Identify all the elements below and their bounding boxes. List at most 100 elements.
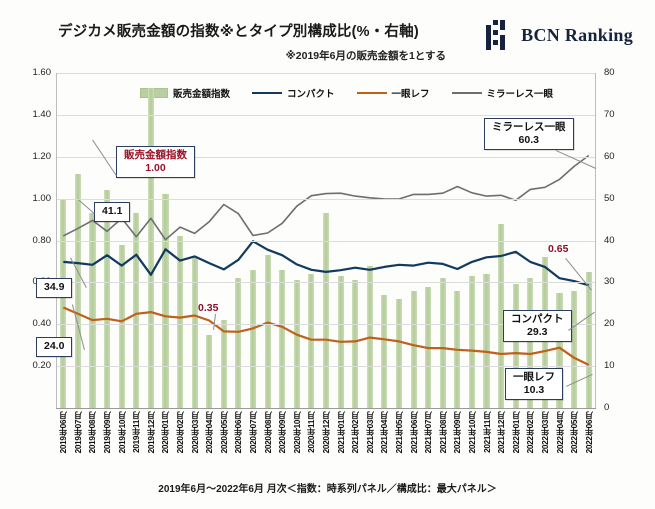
- bar: [147, 87, 154, 408]
- bar: [104, 190, 111, 408]
- plot-area: [56, 73, 596, 409]
- bar: [118, 244, 125, 408]
- annotation-mirrorless-start: 41.1: [94, 202, 131, 222]
- x-tick-label: 2019年08月: [88, 412, 98, 454]
- y-tick-label: 1.20: [32, 150, 52, 162]
- gridline: [56, 366, 596, 368]
- bar: [439, 278, 446, 408]
- bar: [293, 280, 300, 408]
- gridline: [56, 198, 596, 200]
- legend-swatch-line: [356, 92, 387, 94]
- bar: [512, 284, 519, 408]
- legend-item-0[interactable]: 販売金額指数: [140, 86, 230, 100]
- bar: [176, 236, 184, 408]
- annotation-title: 販売金額指数: [124, 149, 187, 161]
- bar: [162, 194, 169, 408]
- x-tick-label: 2022年05月: [570, 412, 580, 454]
- x-tick-label: 2021年01月: [336, 412, 346, 454]
- x-tick-label: 2021年02月: [351, 412, 361, 454]
- y2-tick-label: 80: [604, 67, 615, 78]
- x-tick-label: 2020年07月: [249, 412, 259, 454]
- y2-tick-label: 60: [604, 150, 615, 162]
- line-series: [62, 154, 590, 241]
- x-tick-label: 2021年06月: [409, 412, 419, 454]
- bar: [220, 320, 227, 408]
- y2-tick-label: 70: [604, 108, 615, 120]
- x-tick-label: 2021年10月: [467, 412, 477, 454]
- x-tick-label: 2019年09月: [103, 412, 113, 454]
- gridline: [56, 240, 596, 242]
- gridline: [56, 282, 596, 284]
- x-tick-label: 2021年09月: [453, 412, 463, 454]
- legend-swatch-line: [451, 92, 482, 94]
- y2-tick-label: 20: [604, 318, 615, 330]
- axis-line-left: [56, 73, 57, 408]
- bar: [60, 198, 67, 408]
- x-tick-label: 2022年02月: [526, 412, 536, 454]
- x-tick-label: 2020年06月: [234, 412, 244, 454]
- bar: [279, 269, 286, 408]
- x-tick-label: 2022年01月: [511, 412, 521, 454]
- annotation-value: 29.3: [527, 325, 548, 338]
- x-tick-label: 2020年08月: [263, 412, 273, 454]
- bar: [206, 334, 213, 408]
- x-tick-label: 2021年08月: [438, 412, 448, 454]
- bar: [133, 213, 140, 408]
- y2-tick-label: 0: [604, 402, 610, 413]
- bar: [571, 290, 578, 408]
- annotation-compact-end: コンパクト 29.3: [503, 310, 572, 343]
- annotation-title: 一眼レフ: [513, 371, 555, 383]
- gridline: [56, 156, 596, 158]
- annotation-title: ミラーレス一眼: [492, 121, 566, 133]
- gridline: [56, 73, 596, 74]
- annotation-index-callout: 販売金額指数 1.00: [116, 146, 195, 179]
- page-title: デジカメ販売金額の指数※とタイプ別構成比(%・右軸): [58, 24, 419, 40]
- legend-label: 販売金額指数: [173, 89, 231, 100]
- y-tick-label: 0.80: [32, 234, 52, 246]
- annotation-slr-end: 一眼レフ 10.3: [505, 368, 563, 401]
- x-tick-label: 2020年02月: [176, 412, 186, 454]
- x-tick-label: 2020年01月: [161, 412, 171, 454]
- x-tick-label: 2022年03月: [540, 412, 550, 454]
- annotation-mirrorless-end: ミラーレス一眼 60.3: [484, 118, 574, 151]
- gridline: [56, 114, 596, 116]
- y-tick-label: 1.40: [32, 108, 52, 120]
- x-tick-label: 2021年05月: [394, 412, 404, 454]
- brand-name: BCN Ranking: [521, 24, 633, 45]
- legend-swatch-line: [252, 92, 283, 94]
- bar: [381, 294, 388, 408]
- axis-line-right: [595, 73, 596, 408]
- x-tick-label: 2021年12月: [497, 412, 507, 454]
- bar: [322, 213, 330, 408]
- y-tick-label: 1.60: [32, 67, 52, 78]
- line-series: [63, 240, 590, 287]
- y2-tick-label: 50: [604, 192, 615, 204]
- bar: [191, 257, 198, 408]
- y2-tick-label: 40: [604, 234, 615, 246]
- annotation-value: 1.00: [145, 161, 166, 174]
- annotation-compact-start: 34.9: [36, 278, 73, 298]
- y2-tick-label: 30: [604, 276, 615, 288]
- legend-item-3[interactable]: ミラーレス一眼: [451, 86, 554, 100]
- x-tick-label: 2020年03月: [190, 412, 200, 454]
- x-tick-label: 2019年11月: [132, 412, 142, 453]
- x-tick-label: 2020年12月: [322, 412, 331, 454]
- annotation-index-min: 0.35: [198, 302, 219, 314]
- annotation-value: 10.3: [523, 383, 545, 396]
- legend-item-1[interactable]: コンパクト: [252, 86, 335, 100]
- x-tick-label: 2020年04月: [205, 412, 215, 454]
- legend-item-2[interactable]: 一眼レフ: [356, 86, 430, 100]
- annotation-slr-start: 24.0: [36, 337, 73, 357]
- bar: [498, 223, 505, 408]
- x-tick-label: 2022年06月: [584, 412, 594, 454]
- x-tick-label: 2020年11月: [307, 412, 317, 453]
- annotation-title: コンパクト: [511, 313, 564, 325]
- bar: [395, 299, 403, 408]
- legend-label: ミラーレス一眼: [486, 89, 554, 100]
- legend-swatch-bar: [140, 88, 168, 98]
- annotation-title: 41.1: [102, 205, 123, 217]
- bar: [89, 213, 96, 408]
- x-tick-label: 2021年07月: [424, 412, 434, 454]
- x-tick-label: 2020年09月: [278, 412, 288, 454]
- legend-label: 一眼レフ: [391, 89, 430, 100]
